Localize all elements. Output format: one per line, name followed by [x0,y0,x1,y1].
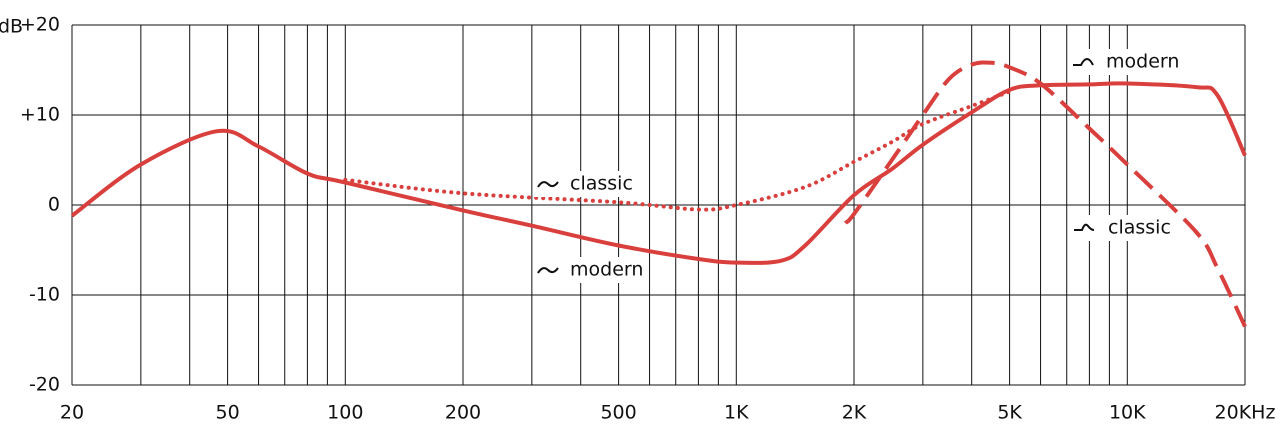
response-curve [343,89,1012,212]
x-tick-label: 500 [600,402,636,424]
y-tick-label: +10 [20,104,60,126]
x-tick-label: 20KHz [1215,402,1276,424]
x-tick-label: 20 [60,402,84,424]
annotation-icon [537,181,559,188]
y-tick-label: -20 [29,374,60,396]
response-curve [70,81,1247,265]
y-axis-label: dB [0,16,23,38]
x-tick-label: 5K [997,402,1022,424]
annotation: classic [570,173,633,195]
y-tick-label: +20 [20,14,60,36]
x-tick-label: 200 [445,402,481,424]
x-tick-label: 1K [724,402,749,424]
x-tick-label: 100 [327,402,363,424]
annotation: modern [570,259,643,281]
annotation-icon [1073,57,1094,66]
annotation: classic [1108,217,1171,239]
y-tick-label: 0 [48,194,60,216]
response-curve [843,60,1247,328]
x-tick-label: 2K [842,402,867,424]
x-tick-label: 10K [1109,402,1146,424]
annotation-bg [1070,49,1160,75]
annotation-bg [1072,215,1162,241]
y-tick-label: -10 [29,284,60,306]
annotation-icon [1074,223,1095,231]
annotation: modern [1106,51,1179,73]
x-tick-label: 50 [216,402,240,424]
annotation-icon [537,267,559,274]
